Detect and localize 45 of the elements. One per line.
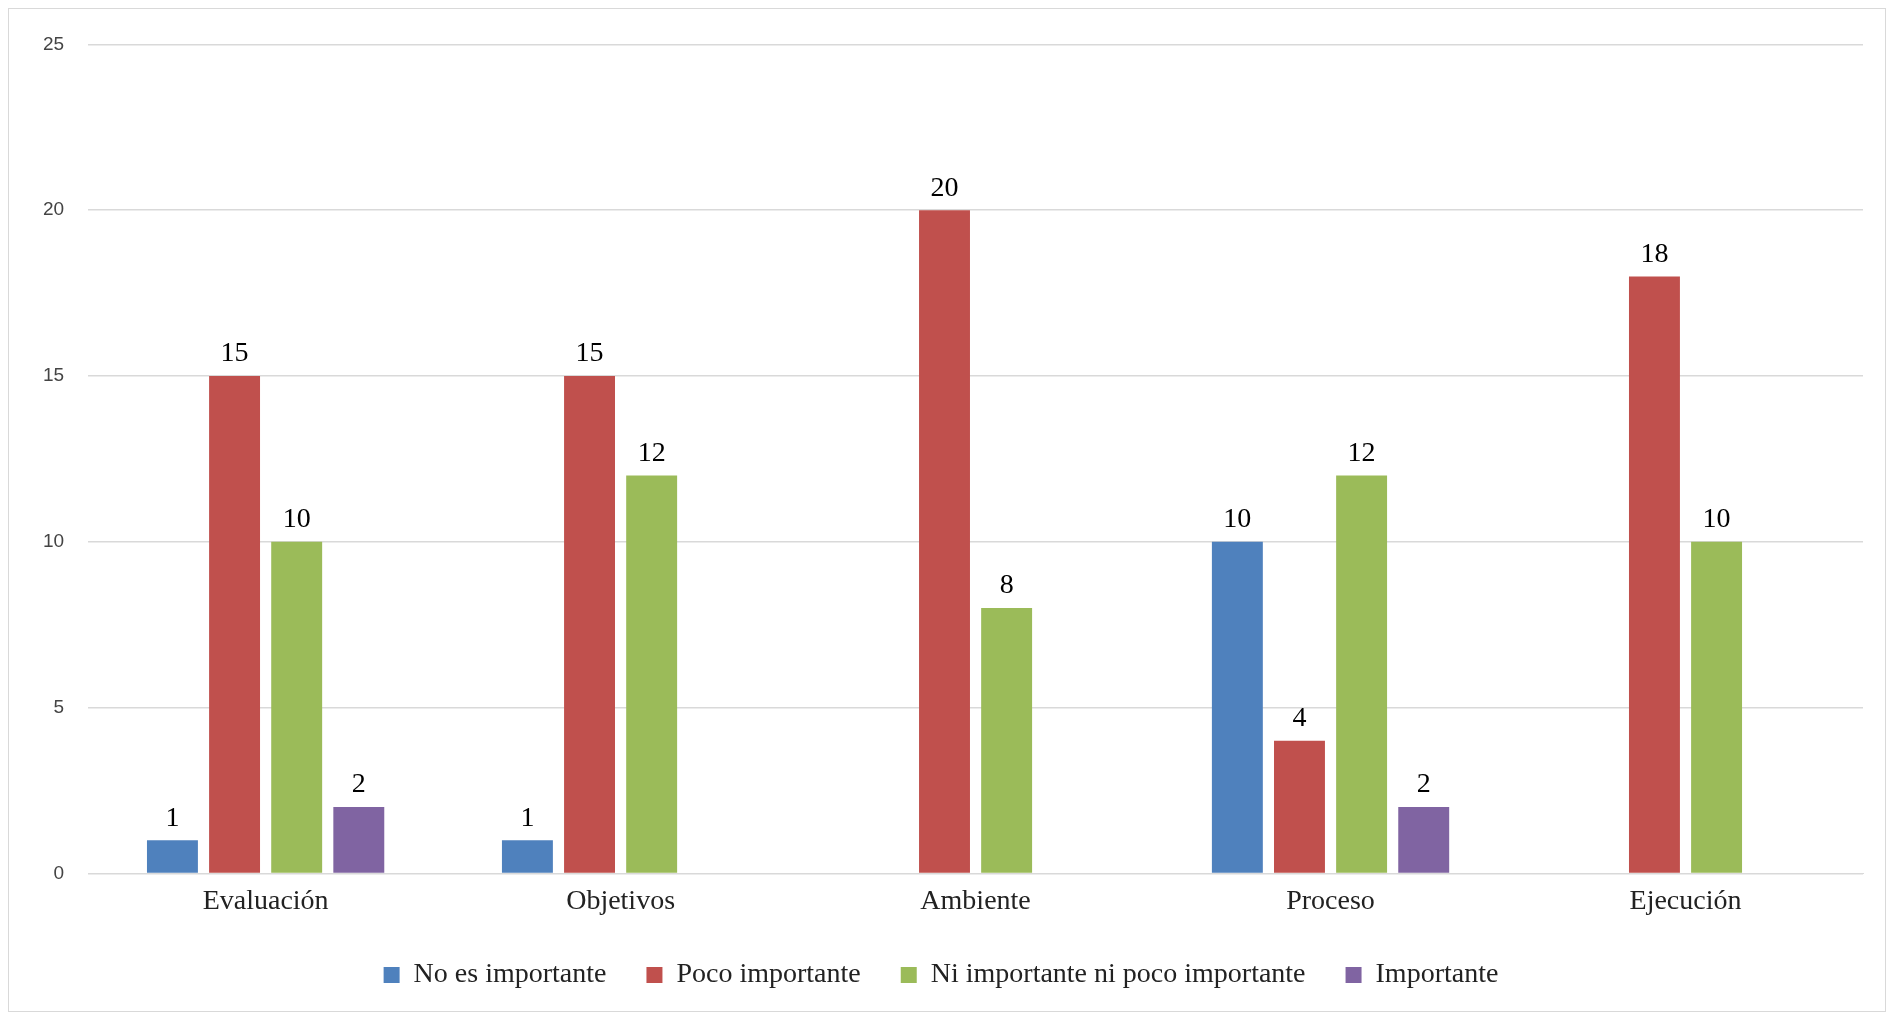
- x-tick-label: Proceso: [1286, 883, 1375, 915]
- legend-label: No es importante: [413, 957, 607, 989]
- bar: [146, 840, 198, 873]
- y-tick-label: 15: [42, 364, 65, 386]
- data-label: 12: [637, 435, 666, 467]
- data-label: 2: [351, 767, 366, 799]
- data-label: 1: [165, 800, 180, 832]
- bar: [501, 840, 553, 873]
- bar: [1398, 807, 1450, 873]
- bar: [271, 541, 323, 873]
- data-label: 10: [1702, 502, 1731, 534]
- x-tick-label: Objetivos: [566, 883, 676, 915]
- data-label: 10: [1223, 502, 1252, 534]
- data-label: 10: [282, 502, 311, 534]
- y-tick-label: 10: [42, 530, 65, 552]
- y-tick-label: 0: [53, 861, 65, 883]
- data-label: 2: [1416, 767, 1431, 799]
- data-label: 15: [575, 336, 604, 368]
- legend-label: Importante: [1375, 957, 1499, 989]
- x-tick-label: Ejecución: [1629, 883, 1742, 915]
- data-label: 12: [1347, 435, 1376, 467]
- bar: [626, 475, 678, 873]
- x-tick-label: Evaluación: [202, 883, 329, 915]
- bar: [1211, 541, 1263, 873]
- legend-label: Poco importante: [676, 957, 861, 989]
- data-label: 18: [1640, 236, 1669, 268]
- bar: [333, 807, 385, 873]
- bar: [919, 210, 970, 873]
- bar: [564, 376, 615, 873]
- data-label: 15: [220, 336, 249, 368]
- bar: [1336, 475, 1388, 873]
- data-label: 4: [1292, 701, 1307, 733]
- data-label: 1: [520, 800, 535, 832]
- bar: [1691, 541, 1743, 873]
- y-tick-label: 25: [42, 32, 65, 54]
- bar: [1274, 740, 1325, 873]
- x-tick-label: Ambiente: [920, 883, 1031, 915]
- bar: [981, 608, 1033, 873]
- bar: [209, 376, 261, 873]
- data-label: 8: [999, 568, 1014, 600]
- y-tick-label: 5: [53, 695, 65, 717]
- y-tick-label: 20: [42, 198, 65, 220]
- data-label: 20: [930, 170, 959, 202]
- legend-label: Ni importante ni poco importante: [930, 957, 1306, 989]
- bar: [1628, 276, 1680, 873]
